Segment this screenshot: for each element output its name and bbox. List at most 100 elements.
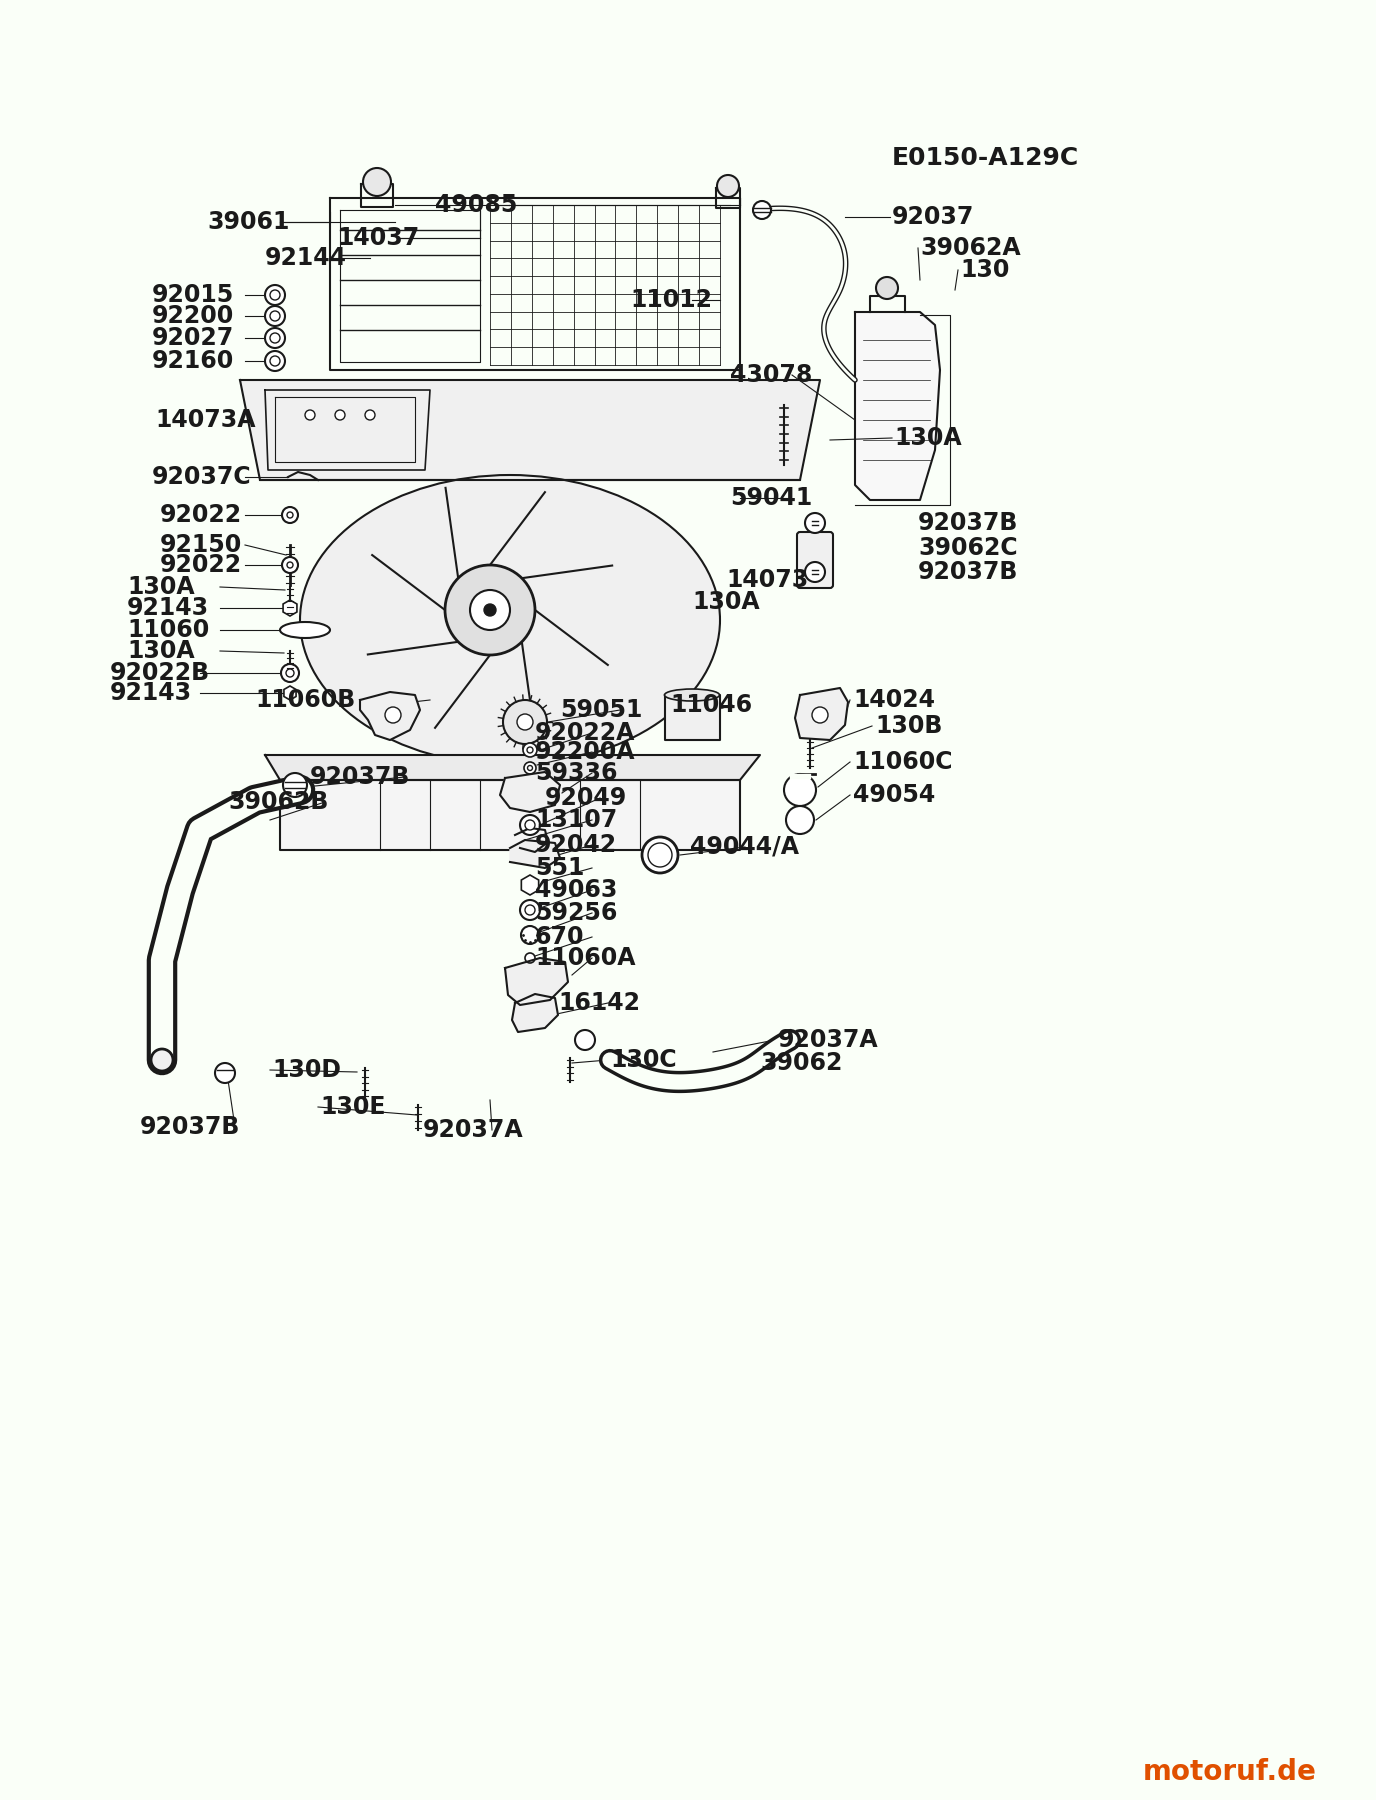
Polygon shape (510, 841, 560, 868)
Circle shape (575, 1030, 594, 1049)
Text: 92027: 92027 (151, 326, 234, 349)
Polygon shape (361, 691, 420, 740)
Circle shape (522, 925, 539, 943)
Text: 92022A: 92022A (535, 722, 636, 745)
Text: 130C: 130C (610, 1048, 677, 1073)
Circle shape (266, 284, 285, 304)
Text: 11060A: 11060A (535, 947, 636, 970)
Circle shape (444, 565, 535, 655)
Text: 49044/A: 49044/A (689, 835, 799, 859)
Circle shape (523, 743, 537, 758)
Circle shape (524, 761, 537, 774)
Text: E0150-A129C: E0150-A129C (892, 146, 1079, 169)
Circle shape (753, 202, 771, 220)
Circle shape (520, 900, 539, 920)
Text: 92015: 92015 (151, 283, 234, 308)
Text: 59256: 59256 (535, 902, 618, 925)
Circle shape (281, 664, 299, 682)
Circle shape (784, 774, 816, 806)
Polygon shape (854, 311, 940, 500)
Circle shape (385, 707, 400, 724)
Circle shape (643, 837, 678, 873)
Circle shape (517, 715, 533, 731)
Circle shape (305, 410, 315, 419)
Text: 11012: 11012 (630, 288, 711, 311)
Polygon shape (505, 958, 568, 1004)
Polygon shape (499, 772, 560, 812)
Text: 14037: 14037 (337, 227, 420, 250)
Text: 92200: 92200 (151, 304, 234, 328)
Text: 130D: 130D (272, 1058, 341, 1082)
Text: 92037B: 92037B (140, 1114, 241, 1139)
Text: 130B: 130B (875, 715, 943, 738)
Ellipse shape (300, 475, 720, 765)
Text: 11060C: 11060C (853, 751, 952, 774)
Text: 39062: 39062 (760, 1051, 842, 1075)
Text: 39061: 39061 (206, 211, 289, 234)
Text: 130A: 130A (692, 590, 760, 614)
Text: 551: 551 (535, 857, 585, 880)
Text: 130E: 130E (321, 1094, 385, 1120)
Text: 39062C: 39062C (918, 536, 1018, 560)
Circle shape (270, 333, 279, 344)
Circle shape (286, 670, 294, 677)
Circle shape (282, 508, 299, 524)
Circle shape (283, 772, 307, 797)
Text: 39062A: 39062A (921, 236, 1021, 259)
Text: 92049: 92049 (545, 787, 627, 810)
Text: 92022: 92022 (160, 553, 242, 578)
Circle shape (520, 815, 539, 835)
Text: 92037C: 92037C (151, 464, 252, 490)
Circle shape (648, 842, 671, 868)
Text: 59336: 59336 (535, 761, 618, 785)
Text: 92037B: 92037B (918, 511, 1018, 535)
Text: motoruf.de: motoruf.de (1143, 1759, 1317, 1786)
Circle shape (151, 1049, 173, 1071)
Circle shape (786, 806, 815, 833)
Circle shape (270, 356, 279, 365)
Circle shape (526, 821, 535, 830)
Circle shape (527, 747, 533, 752)
Polygon shape (239, 380, 820, 481)
Circle shape (266, 328, 285, 347)
Text: 92037A: 92037A (777, 1028, 879, 1051)
Circle shape (334, 410, 345, 419)
Circle shape (812, 707, 828, 724)
Text: 92037: 92037 (892, 205, 974, 229)
Circle shape (363, 167, 391, 196)
Circle shape (270, 311, 279, 320)
Text: 92150: 92150 (160, 533, 242, 556)
Text: 13107: 13107 (535, 808, 618, 832)
Text: 130: 130 (960, 257, 1010, 283)
Text: 49054: 49054 (853, 783, 936, 806)
Text: 16142: 16142 (559, 992, 640, 1015)
Text: 92037B: 92037B (310, 765, 410, 788)
Text: 49085: 49085 (435, 193, 517, 218)
Polygon shape (512, 994, 559, 1031)
Text: 11060: 11060 (127, 617, 209, 643)
Polygon shape (795, 688, 848, 740)
Circle shape (805, 562, 826, 581)
Text: 11060B: 11060B (255, 688, 355, 713)
Text: 92144: 92144 (266, 247, 347, 270)
Ellipse shape (279, 623, 330, 637)
Circle shape (526, 952, 535, 963)
Polygon shape (266, 754, 760, 779)
FancyBboxPatch shape (797, 533, 832, 589)
Text: 92037A: 92037A (422, 1118, 524, 1141)
Circle shape (877, 277, 899, 299)
Circle shape (526, 905, 535, 914)
Circle shape (805, 513, 826, 533)
Ellipse shape (665, 689, 720, 700)
Text: 670: 670 (535, 925, 585, 949)
Text: 59051: 59051 (560, 698, 643, 722)
Text: 92143: 92143 (127, 596, 209, 619)
Circle shape (504, 700, 548, 743)
Circle shape (717, 175, 739, 196)
Text: 39062B: 39062B (228, 790, 329, 814)
Text: 14024: 14024 (853, 688, 936, 713)
Text: 92037B: 92037B (918, 560, 1018, 583)
Circle shape (266, 306, 285, 326)
Text: 130A: 130A (127, 574, 194, 599)
Text: 92022B: 92022B (110, 661, 211, 686)
